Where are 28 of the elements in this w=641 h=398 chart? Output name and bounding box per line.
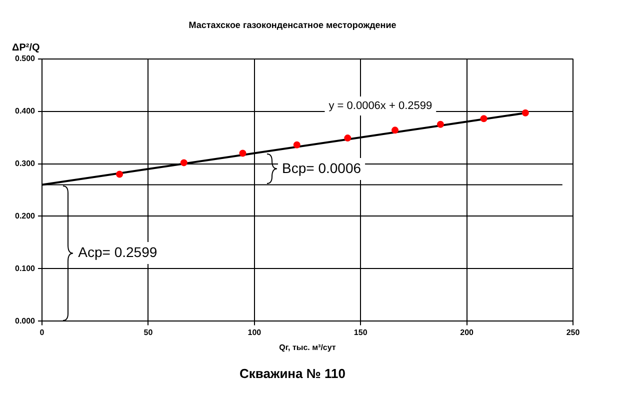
x-tick-label: 150 bbox=[354, 328, 368, 338]
point bbox=[116, 170, 124, 178]
point bbox=[293, 141, 300, 148]
x-tick-label: 50 bbox=[144, 328, 154, 338]
y-tick-label: 0.100 bbox=[14, 264, 36, 273]
y-tick-label: 0.400 bbox=[14, 106, 36, 116]
point bbox=[344, 134, 352, 142]
annotation: Aср= 0.2599 bbox=[78, 244, 158, 260]
point bbox=[522, 109, 529, 116]
x-tick-label: 250 bbox=[566, 328, 580, 338]
y-tick-label: 0.500 bbox=[14, 54, 36, 64]
point bbox=[480, 115, 488, 122]
point bbox=[180, 159, 188, 166]
x-tick-label: 0 bbox=[40, 328, 45, 338]
annotation: y = 0.0006x + 0.2599 bbox=[328, 100, 432, 112]
x-axis-title: Qг, тыс. м³/сут bbox=[279, 342, 336, 352]
y-tick-label: 0.300 bbox=[14, 158, 36, 168]
annotation: Bср= 0.0006 bbox=[282, 160, 362, 176]
point bbox=[239, 150, 246, 157]
chart-title: Мастахское газоконденсатное месторождение bbox=[188, 20, 396, 30]
y-axis-title: ΔP²/Q bbox=[12, 42, 40, 54]
y-tick-label: 0.200 bbox=[14, 211, 36, 220]
point bbox=[436, 120, 444, 128]
x-tick-label: 200 bbox=[460, 328, 474, 338]
text: Скважина № 110 bbox=[240, 366, 346, 381]
y-tick-label: 0.000 bbox=[14, 316, 36, 326]
point bbox=[392, 126, 399, 134]
x-tick-label: 100 bbox=[248, 328, 262, 338]
